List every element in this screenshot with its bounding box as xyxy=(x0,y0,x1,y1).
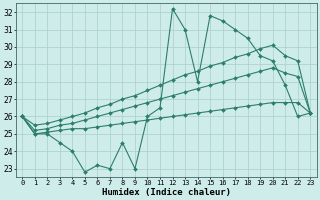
X-axis label: Humidex (Indice chaleur): Humidex (Indice chaleur) xyxy=(102,188,231,197)
